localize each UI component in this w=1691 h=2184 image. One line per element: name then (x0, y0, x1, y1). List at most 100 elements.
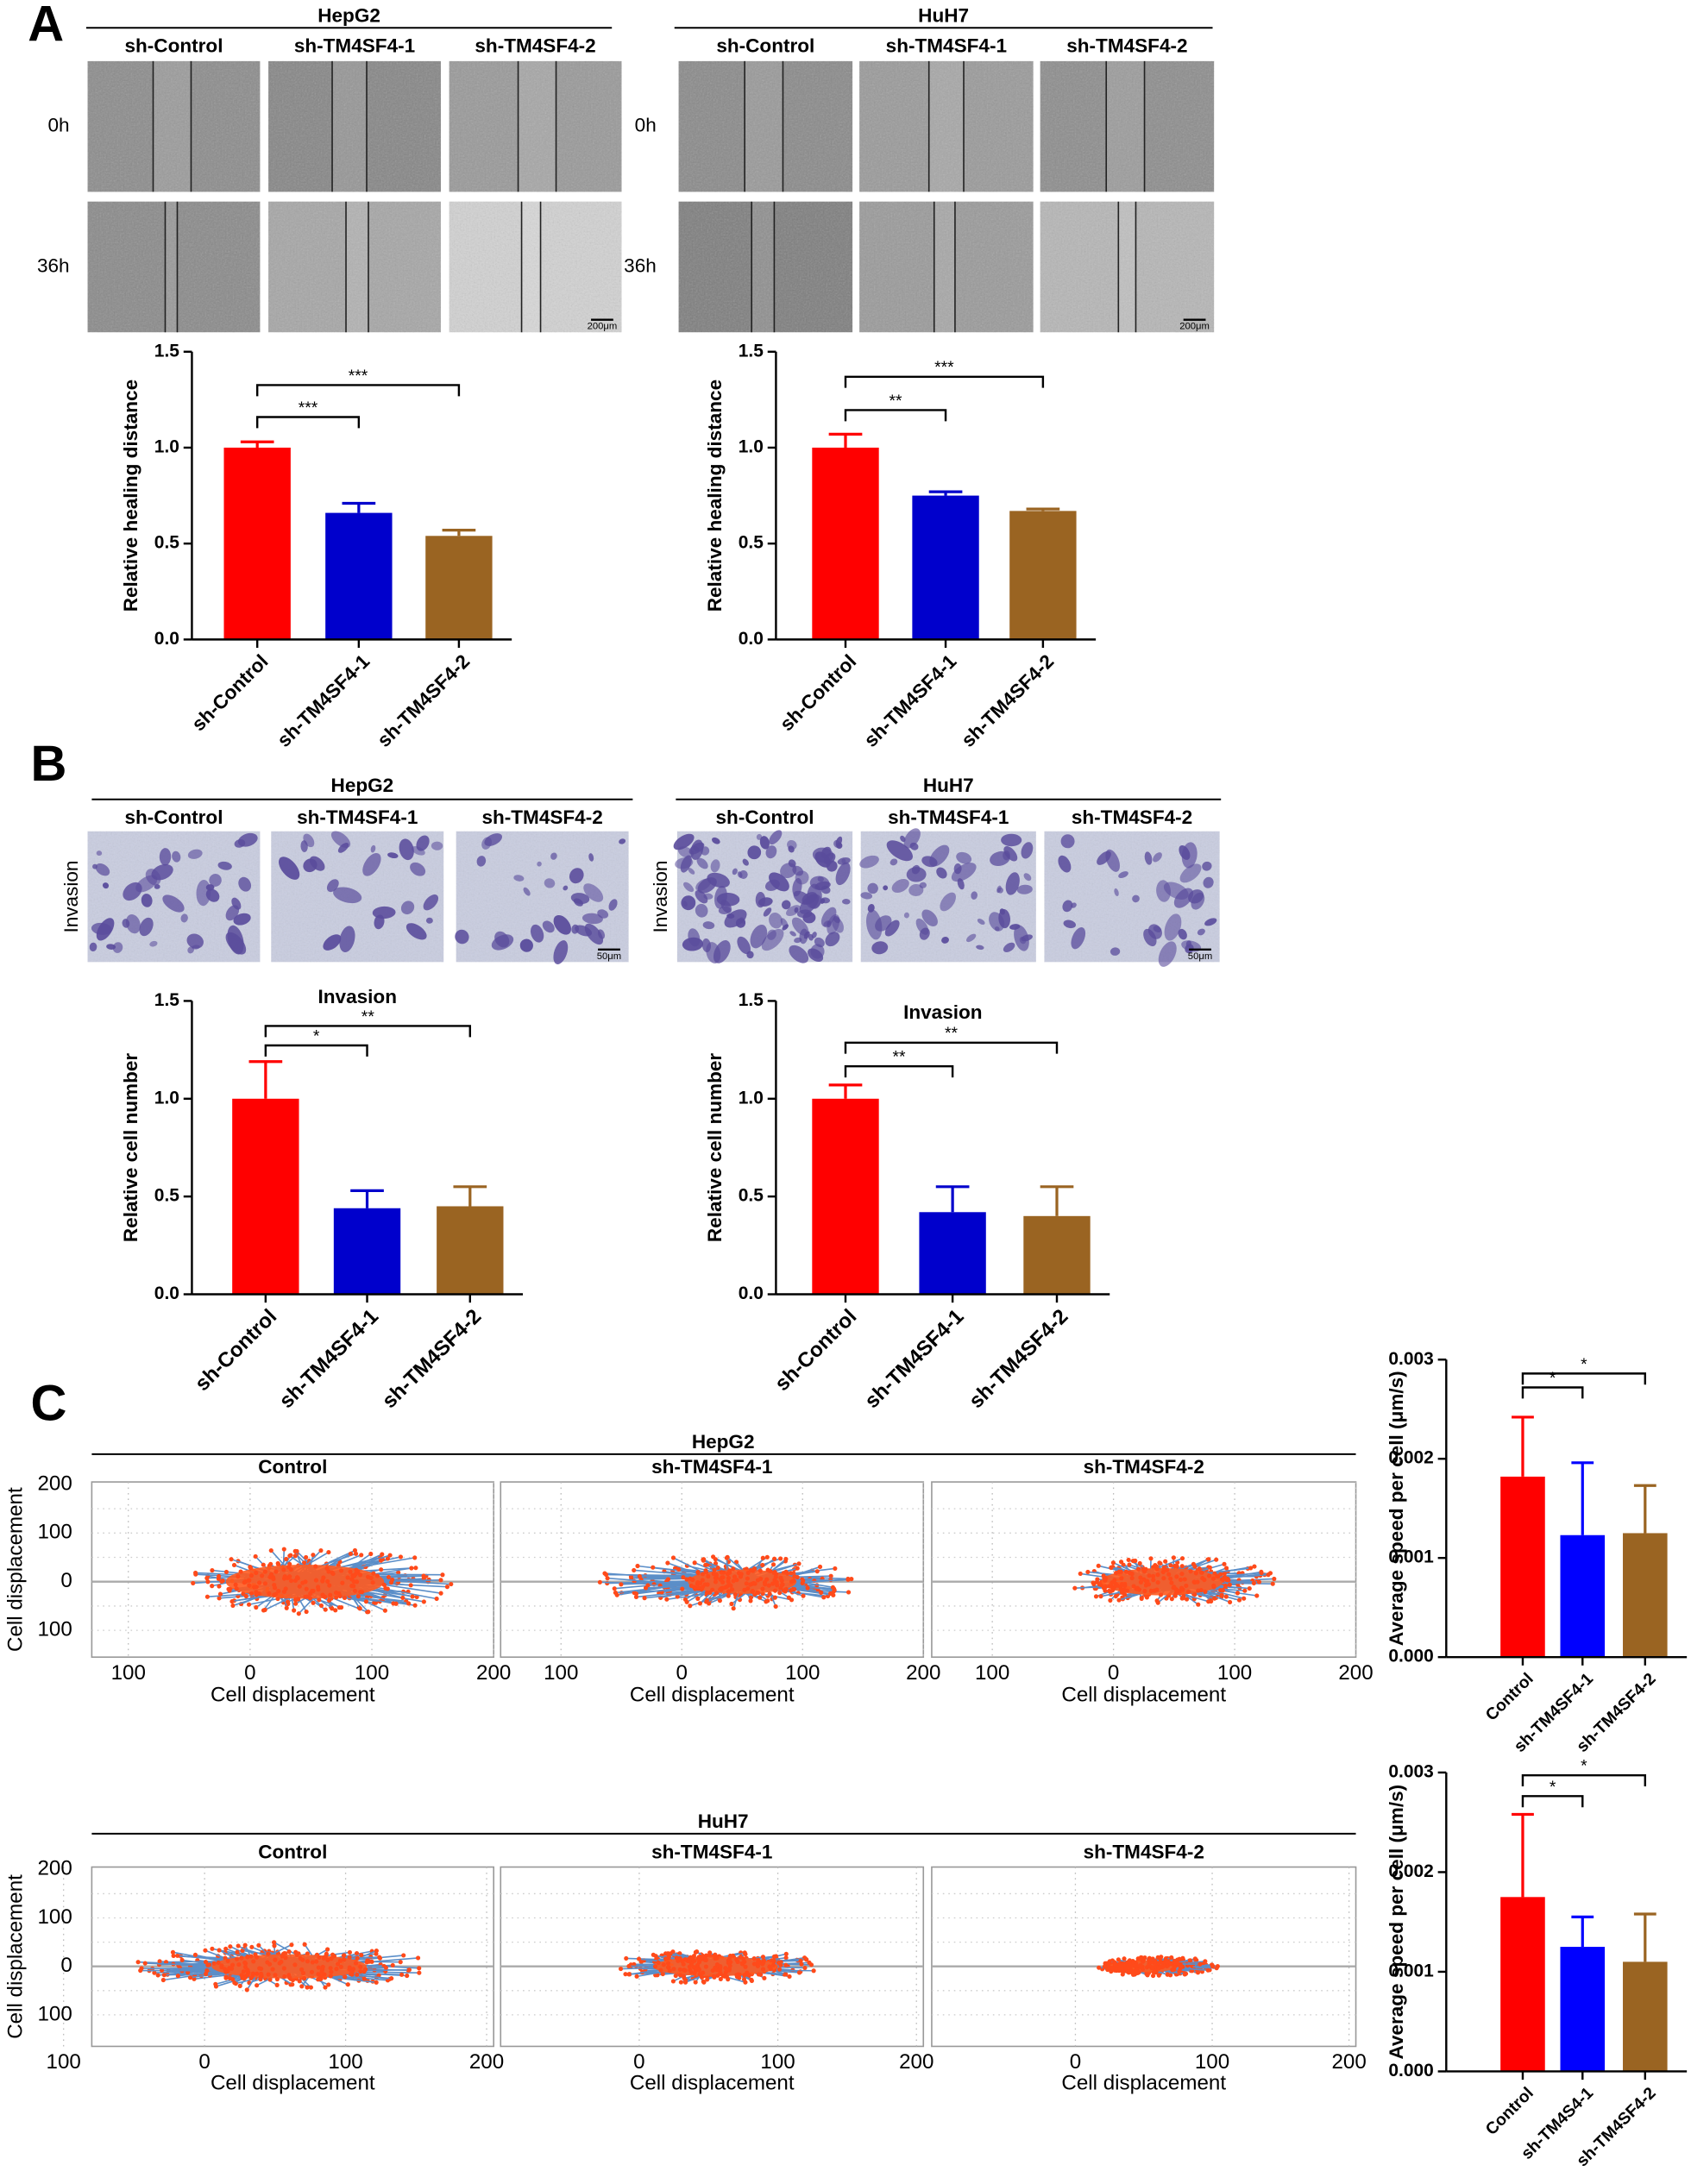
cell (820, 907, 837, 927)
track-end (633, 1594, 639, 1600)
track-end (245, 1954, 250, 1960)
track-end (1141, 1959, 1146, 1964)
row-label: 36h (37, 254, 70, 276)
track-end (751, 1961, 757, 1967)
track-end (701, 1979, 706, 1984)
track-end (304, 1609, 309, 1615)
track-end (849, 1577, 854, 1582)
significance-bracket (264, 1044, 368, 1057)
cell (542, 920, 555, 933)
track-end (776, 1967, 783, 1972)
track-end (229, 1962, 236, 1967)
cell (781, 900, 791, 910)
cell (903, 912, 909, 919)
cell (455, 929, 469, 945)
wound-area (332, 60, 368, 192)
track-end (1179, 1572, 1185, 1577)
track-end (751, 1566, 757, 1572)
track-end (757, 1568, 763, 1573)
track-end (334, 1967, 339, 1972)
track-end (211, 1961, 217, 1966)
cell (890, 858, 898, 866)
track-end (237, 1983, 242, 1988)
y-tick-label: 0.0 (154, 1283, 179, 1303)
significance-bracket (844, 1064, 954, 1078)
y-tick-label: 1.0 (739, 437, 764, 457)
track-end (760, 1967, 766, 1972)
y-tick-label: 0.003 (1388, 1349, 1433, 1369)
track-end (1206, 1573, 1212, 1578)
cell (737, 871, 743, 878)
track-end (731, 1566, 736, 1572)
y-tick-label: 0.000 (1388, 1647, 1433, 1666)
track-end (715, 1565, 720, 1571)
track-end (242, 1942, 248, 1948)
track-end (1163, 1559, 1168, 1564)
track-end (770, 1962, 776, 1967)
cell (1118, 871, 1128, 879)
track-end (1205, 1967, 1210, 1973)
x-tick-label: Control (1482, 1669, 1537, 1724)
track-end (718, 1970, 723, 1975)
bar (919, 1212, 986, 1295)
track-end (801, 1578, 806, 1584)
y-tick-label: 100 (38, 1521, 72, 1544)
track-end (391, 1601, 396, 1606)
track-end (267, 1574, 273, 1579)
cell (820, 897, 831, 904)
track-end (283, 1955, 288, 1961)
track-end (1091, 1580, 1096, 1585)
track-end (380, 1552, 385, 1557)
track-end (161, 1973, 167, 1978)
micrograph-texture (859, 201, 1034, 333)
track-end (1137, 1587, 1142, 1592)
cell (1063, 919, 1077, 929)
cell (1153, 852, 1162, 863)
track-end (626, 1963, 632, 1969)
track-end (677, 1951, 682, 1956)
track-end (1156, 1973, 1161, 1978)
track-end (236, 1961, 242, 1967)
x-tick-label: 200 (899, 2050, 934, 2074)
track-end (670, 1555, 676, 1560)
track-end (778, 1575, 783, 1580)
track-end (765, 1567, 770, 1572)
wound-area (518, 60, 556, 192)
track-end (282, 1974, 287, 1980)
track-end (203, 1948, 208, 1953)
track-end (704, 1590, 709, 1596)
track-end (234, 1586, 239, 1591)
group-title: HepG2 (317, 4, 380, 26)
track-end (1135, 1566, 1141, 1572)
track-end (1127, 1961, 1132, 1966)
track-end (223, 1975, 229, 1980)
track-end (324, 1566, 330, 1571)
cell (187, 849, 203, 859)
cell (180, 913, 188, 923)
track-end (667, 1968, 672, 1974)
track-end (409, 1566, 414, 1571)
track-end (257, 1966, 262, 1971)
significance-bracket (1521, 1773, 1647, 1787)
track-end (1098, 1594, 1103, 1599)
track-end (260, 1573, 265, 1578)
significance-label: ** (361, 1007, 375, 1026)
cell (769, 872, 789, 892)
cell (339, 926, 355, 953)
track-end (1215, 1573, 1220, 1578)
track-end (756, 1972, 762, 1977)
track-end (668, 1951, 673, 1956)
cell (238, 876, 252, 892)
cell (680, 855, 692, 873)
track-end (326, 1597, 332, 1603)
cell (732, 868, 738, 875)
track-end (236, 1943, 241, 1949)
bar (232, 1098, 299, 1295)
track-end (421, 1573, 426, 1578)
x-tick-label: 0 (244, 1661, 255, 1685)
track-end (267, 1591, 272, 1597)
cell (405, 923, 427, 940)
track-end (642, 1596, 647, 1601)
track-end (219, 1963, 224, 1968)
track-end (324, 1951, 329, 1956)
